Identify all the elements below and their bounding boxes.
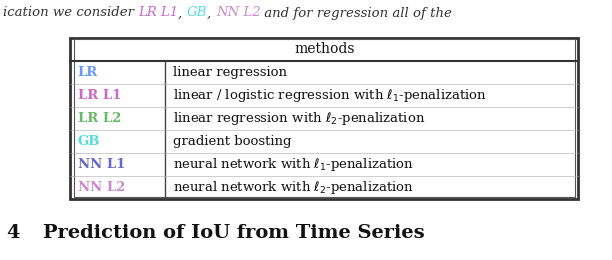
Text: ,: , bbox=[179, 6, 187, 20]
Text: LR: LR bbox=[78, 66, 98, 79]
Text: NN L2: NN L2 bbox=[216, 6, 261, 20]
Text: methods: methods bbox=[294, 42, 354, 56]
Text: linear / logistic regression with $\ell_1$-penalization: linear / logistic regression with $\ell_… bbox=[173, 87, 487, 104]
Text: GB: GB bbox=[78, 135, 100, 148]
Text: GB: GB bbox=[187, 6, 207, 20]
Text: NN L1: NN L1 bbox=[78, 158, 125, 171]
Text: ication we consider: ication we consider bbox=[3, 6, 138, 20]
Text: LR L1: LR L1 bbox=[78, 89, 121, 102]
Text: LR L2: LR L2 bbox=[78, 112, 121, 125]
Text: and for regression all of the: and for regression all of the bbox=[261, 6, 452, 20]
Text: linear regression with $\ell_2$-penalization: linear regression with $\ell_2$-penaliza… bbox=[173, 110, 425, 127]
Text: NN L2: NN L2 bbox=[78, 181, 125, 194]
Text: linear regression: linear regression bbox=[173, 66, 286, 79]
Text: neural network with $\ell_1$-penalization: neural network with $\ell_1$-penalizatio… bbox=[173, 156, 414, 173]
Text: ,: , bbox=[207, 6, 216, 20]
Text: neural network with $\ell_2$-penalization: neural network with $\ell_2$-penalizatio… bbox=[173, 179, 414, 196]
Text: 4: 4 bbox=[6, 224, 20, 242]
Text: gradient boosting: gradient boosting bbox=[173, 135, 291, 148]
Text: LR L1: LR L1 bbox=[138, 6, 179, 20]
Text: Prediction of IoU from Time Series: Prediction of IoU from Time Series bbox=[43, 224, 425, 242]
